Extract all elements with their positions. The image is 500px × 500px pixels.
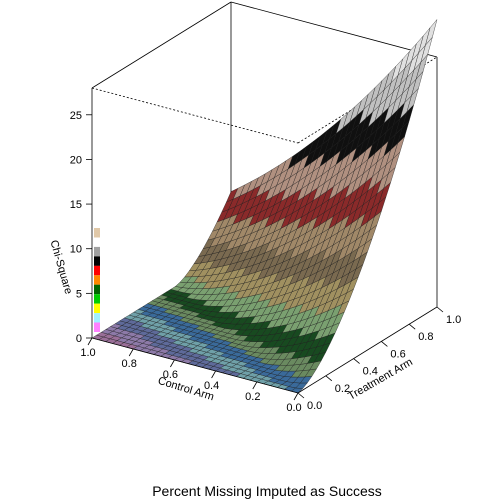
- y-axis-label: Treatment Arm: [346, 356, 415, 403]
- surface-mesh: [91, 19, 438, 394]
- box-edge-bottom-front-right: [297, 306, 438, 394]
- legend-swatch: [94, 275, 100, 285]
- z-tick-label: 5: [76, 288, 82, 300]
- z-tick-label: 15: [70, 199, 82, 211]
- bounding-box-front: [91, 57, 438, 394]
- y-tick-label: 0.8: [418, 331, 433, 343]
- x-tick-label: 0.4: [204, 380, 219, 392]
- x-tick-label: 0.6: [163, 369, 178, 381]
- x-tick-label: 0.2: [245, 391, 260, 403]
- legend-swatch: [94, 265, 100, 276]
- y-tick-label: 0.4: [363, 366, 378, 378]
- x-tick: [252, 381, 258, 390]
- x-tick: [293, 392, 299, 401]
- box-edge-top-back-left: [91, 1, 232, 89]
- legend-swatch: [94, 303, 100, 314]
- x-tick-label: 1.0: [80, 347, 95, 359]
- y-tick: [353, 358, 360, 364]
- y-tick: [408, 323, 416, 330]
- y-tick-label: 0.2: [335, 383, 350, 395]
- legend-swatch: [94, 322, 100, 332]
- z-tick-label: 25: [70, 110, 82, 122]
- x-tick-label: 0.0: [286, 402, 301, 414]
- x-tick-label: 0.8: [122, 358, 137, 370]
- y-tick: [325, 375, 333, 382]
- legend-swatch: [94, 294, 100, 304]
- y-tick-label: 0.6: [390, 348, 405, 360]
- legend-swatch: [94, 256, 100, 266]
- y-tick: [297, 392, 305, 399]
- y-tick-label: 0.0: [307, 400, 322, 412]
- y-tick: [381, 341, 388, 347]
- z-tick-label: 10: [70, 244, 82, 256]
- legend-swatch: [94, 313, 100, 323]
- x-tick: [128, 348, 134, 357]
- box-edge-bottom-front-left: [91, 337, 299, 394]
- legend-swatch: [94, 237, 100, 247]
- y-tick: [436, 306, 444, 313]
- y-tick-label: 1.0: [446, 314, 461, 326]
- chart-title: Percent Missing Imputed as Success: [152, 483, 382, 499]
- z-tick-label: 0: [76, 333, 82, 345]
- z-tick-label: 20: [70, 154, 82, 166]
- legend-swatch: [94, 284, 100, 295]
- box-edge-top-back-right: [230, 1, 438, 58]
- legend-swatch: [94, 246, 100, 257]
- x-tick: [211, 370, 216, 379]
- x-tick: [170, 359, 175, 368]
- surface-facet: [425, 19, 438, 46]
- legend-swatch: [94, 228, 100, 238]
- axes: 0 5 10 15 20 25 1.0 0.8 0.6 0.4 0.2 0.0 0.0 0.2 0.4 0.6…: [70, 110, 462, 414]
- color-legend-bar: [94, 228, 100, 332]
- x-tick: [87, 337, 93, 346]
- box-edge-top-front-left: [91, 87, 299, 144]
